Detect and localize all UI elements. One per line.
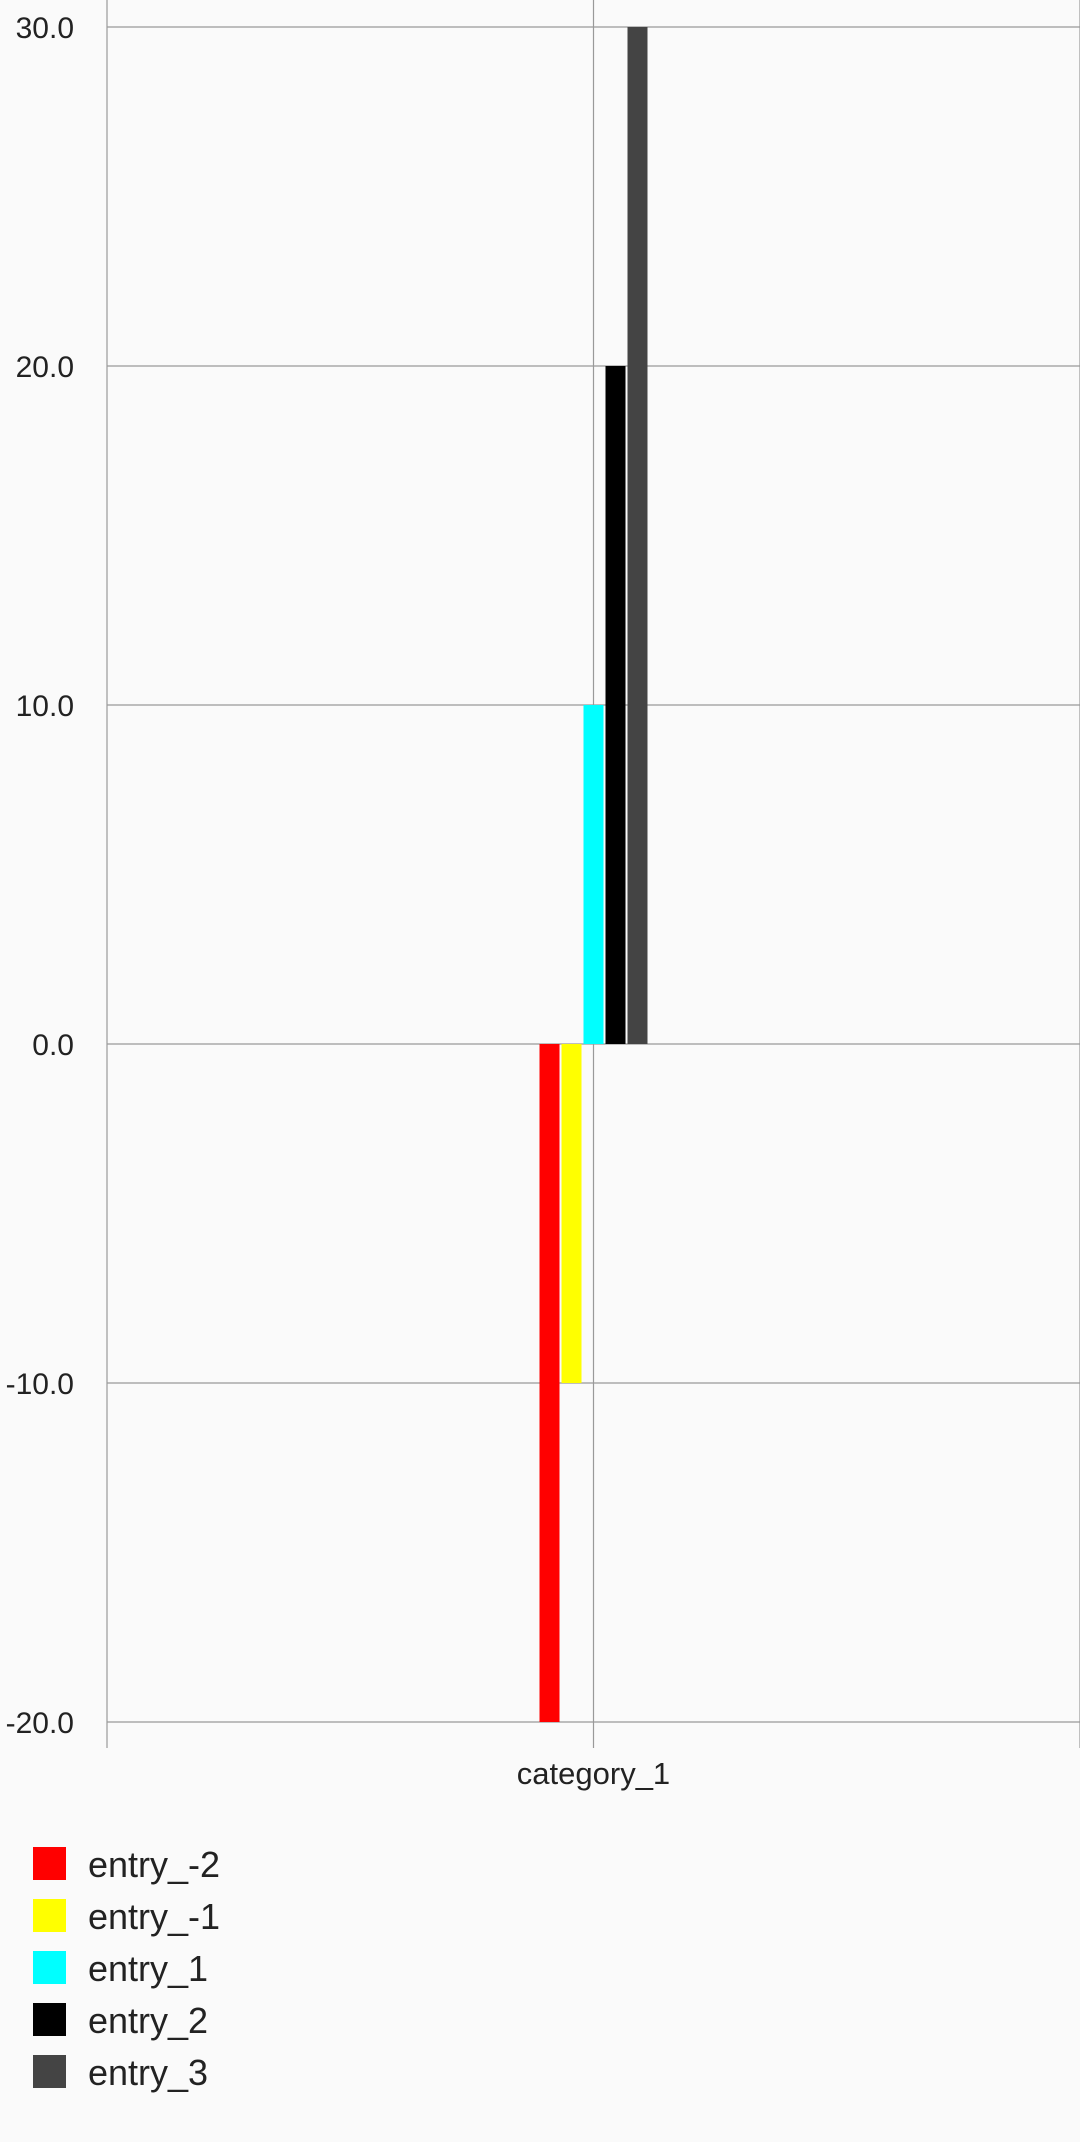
- legend-label: entry_3: [88, 2052, 208, 2093]
- y-tick-label: 20.0: [16, 351, 74, 384]
- bar-entry_1: [583, 705, 604, 1044]
- legend-label: entry_1: [88, 1948, 208, 1989]
- legend-label: entry_-1: [88, 1896, 220, 1937]
- grid-layer: [106, 0, 1080, 1748]
- legend-swatch-entry_1: [33, 1951, 66, 1984]
- legend: entry_-2 entry_-1 entry_1 entry_2 entry_3: [33, 1844, 220, 2093]
- bar-entry_-2: [539, 1044, 560, 1722]
- legend-label: entry_-2: [88, 1844, 220, 1885]
- legend-swatch-entry_-2: [33, 1847, 66, 1880]
- bar-entry_3: [627, 27, 648, 1044]
- y-tick-label: 10.0: [16, 690, 74, 723]
- bar-entry_2: [605, 366, 626, 1044]
- y-tick-label: -10.0: [6, 1368, 74, 1401]
- y-tick-label: -20.0: [6, 1707, 74, 1740]
- x-tick-label: category_1: [517, 1756, 670, 1791]
- legend-label: entry_2: [88, 2000, 208, 2041]
- legend-swatch-entry_3: [33, 2055, 66, 2088]
- bar-entry_-1: [561, 1044, 582, 1383]
- y-tick-label: 30.0: [16, 12, 74, 45]
- legend-swatch-entry_-1: [33, 1899, 66, 1932]
- legend-swatch-entry_2: [33, 2003, 66, 2036]
- label-layer: 30.0 20.0 10.0 0.0 -10.0 -20.0 category_1: [6, 12, 671, 1791]
- bar-layer: [539, 27, 648, 1722]
- y-tick-label: 0.0: [32, 1029, 74, 1062]
